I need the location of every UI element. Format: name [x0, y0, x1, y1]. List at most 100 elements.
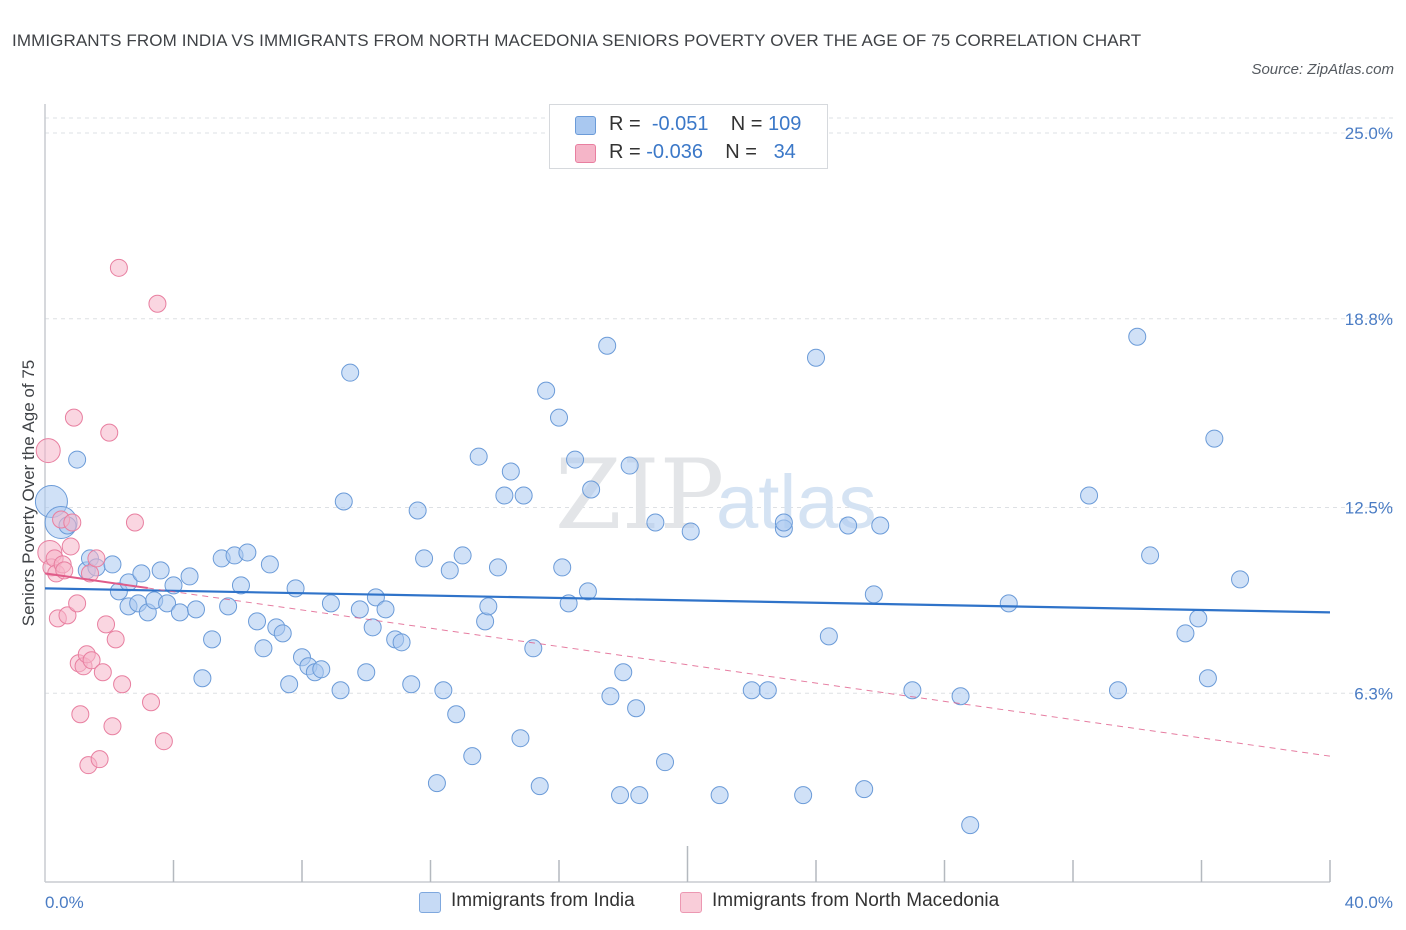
point-india	[408, 501, 427, 520]
point-india	[440, 561, 459, 580]
point-india	[158, 594, 177, 613]
trend-line-india	[44, 587, 1331, 614]
y-tick-label: 12.5%	[1345, 499, 1393, 518]
y-tick-label: 6.3%	[1354, 684, 1393, 703]
trend-line-macedonia-dashed	[147, 587, 1331, 757]
point-india	[376, 600, 395, 619]
legend-n-label: N =	[725, 141, 757, 163]
point-macedonia	[125, 513, 144, 532]
chart-title: IMMIGRANTS FROM INDIA VS IMMIGRANTS FROM…	[12, 31, 1142, 50]
point-india	[501, 462, 520, 481]
point-india	[392, 633, 411, 652]
legend-swatch-macedonia	[575, 144, 596, 163]
point-macedonia	[100, 423, 119, 442]
point-macedonia	[142, 693, 161, 712]
point-india	[1176, 624, 1195, 643]
point-india	[363, 618, 382, 637]
point-india	[186, 600, 205, 619]
point-india	[469, 447, 488, 466]
x-tick-min: 0.0%	[45, 893, 84, 912]
point-macedonia	[63, 513, 82, 532]
point-india	[1189, 609, 1208, 628]
bottom-legend-swatch-india	[419, 892, 441, 913]
point-macedonia	[106, 630, 125, 649]
y-tick-labels: 6.3% 12.5% 18.8% 25.0%	[1345, 124, 1393, 703]
point-macedonia	[68, 594, 87, 613]
legend-swatch-india	[575, 116, 596, 135]
point-macedonia	[109, 258, 128, 277]
point-india	[68, 450, 87, 469]
point-india	[1080, 486, 1099, 505]
trend-lines	[44, 572, 1331, 757]
point-macedonia	[148, 294, 167, 313]
point-india	[193, 669, 212, 688]
point-macedonia	[90, 750, 109, 769]
point-india	[656, 753, 675, 772]
point-india	[203, 630, 222, 649]
source-label: Source: ZipAtlas.com	[1251, 61, 1394, 78]
point-india	[630, 786, 649, 805]
point-india	[514, 486, 533, 505]
point-macedonia	[93, 663, 112, 682]
point-macedonia	[97, 615, 116, 634]
legend-n-value-india: 109	[768, 113, 802, 135]
point-india	[951, 687, 970, 706]
point-india	[999, 594, 1018, 613]
point-macedonia	[80, 564, 99, 583]
point-macedonia	[154, 732, 173, 751]
point-india	[254, 639, 273, 658]
point-india	[620, 456, 639, 475]
point-macedonia	[113, 675, 132, 694]
point-india	[627, 699, 646, 718]
point-macedonia	[103, 717, 122, 736]
legend-r-value-india: -0.051	[651, 113, 709, 135]
point-india	[614, 663, 633, 682]
legend-r-label: R =	[609, 141, 641, 163]
point-india	[774, 513, 793, 532]
point-india	[415, 549, 434, 568]
legend-n-label: N =	[730, 113, 763, 135]
series-macedonia-points	[35, 258, 173, 775]
point-india	[578, 582, 597, 601]
point-india	[550, 408, 568, 427]
point-india	[530, 777, 549, 796]
point-india	[488, 558, 507, 577]
point-india	[855, 780, 874, 799]
point-macedonia	[71, 705, 90, 724]
point-india	[524, 639, 543, 658]
point-india	[463, 747, 482, 766]
point-india	[681, 522, 700, 541]
point-india	[646, 513, 665, 532]
point-india	[1128, 327, 1147, 346]
point-india	[1198, 669, 1217, 688]
point-india	[357, 663, 376, 682]
point-india	[434, 681, 453, 700]
y-tick-label: 18.8%	[1345, 310, 1393, 329]
point-india	[280, 675, 299, 694]
watermark: ZIP atlas	[555, 439, 877, 551]
point-india	[312, 660, 331, 679]
point-india	[476, 612, 495, 631]
point-india	[151, 561, 170, 580]
y-tick-label: 25.0%	[1345, 124, 1393, 143]
series-india-points	[34, 327, 1250, 835]
point-india	[366, 588, 385, 607]
point-india	[273, 624, 292, 643]
point-india	[1231, 570, 1250, 589]
point-india	[238, 543, 257, 562]
point-india	[710, 786, 729, 805]
point-india	[427, 774, 446, 793]
point-india	[742, 681, 761, 700]
point-india	[286, 579, 305, 598]
legend-n-value-macedonia: 34	[773, 141, 796, 163]
legend-r-label: R =	[609, 113, 641, 135]
point-india	[611, 786, 630, 805]
point-india	[180, 567, 199, 586]
point-macedonia	[35, 438, 61, 464]
grid-lines	[45, 117, 1395, 694]
point-india	[402, 675, 421, 694]
point-india	[819, 627, 838, 646]
trend-line-macedonia-solid	[44, 572, 148, 590]
point-india	[903, 681, 922, 700]
